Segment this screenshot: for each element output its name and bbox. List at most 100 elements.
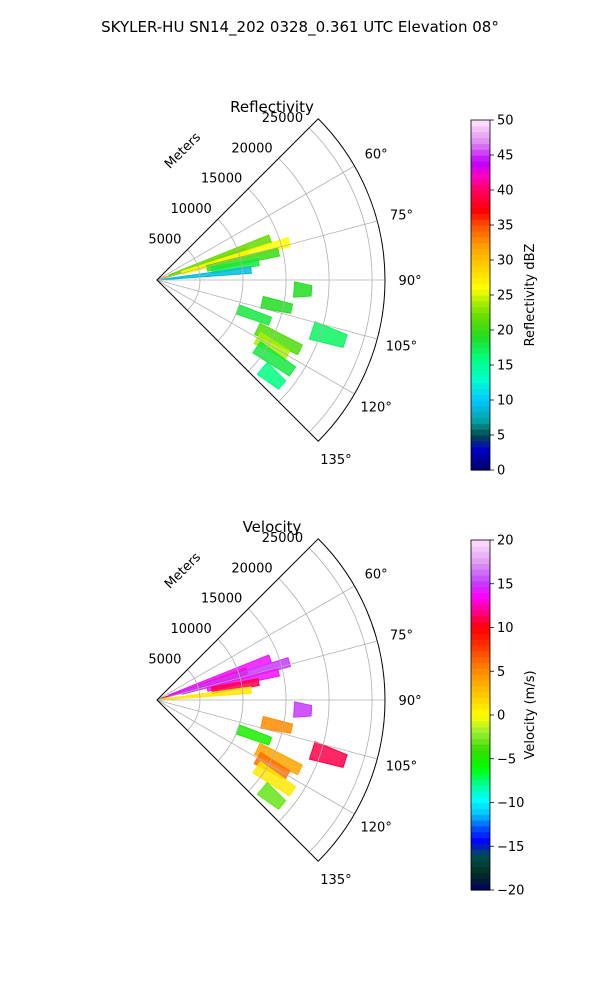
colorbar-swatch	[471, 820, 490, 827]
azimuth-gridline	[156, 279, 378, 340]
colorbar-tick-label: 20	[497, 534, 514, 549]
colorbar-swatch	[471, 866, 490, 874]
colorbar-swatch	[471, 131, 490, 139]
colorbar-swatch	[471, 172, 490, 179]
colorbar-swatch	[471, 125, 490, 133]
colorbar-swatch	[471, 633, 490, 640]
colorbar-tick-label: 5	[497, 429, 505, 444]
range-tick-label: 20000	[231, 561, 272, 576]
colorbar-swatch	[471, 283, 490, 290]
colorbar-swatch	[471, 213, 490, 220]
colorbar-swatch	[471, 790, 490, 798]
range-tick-label: 25000	[262, 111, 303, 126]
echo-region	[293, 281, 313, 298]
azimuth-gridline	[156, 165, 355, 281]
range-tick-label: 15000	[201, 172, 242, 187]
colorbar-swatch	[471, 435, 490, 442]
colorbar-swatch	[471, 551, 490, 559]
colorbar-swatch	[471, 464, 490, 471]
azimuth-gridline	[156, 220, 378, 281]
colorbar-swatch	[471, 855, 490, 862]
echo-region	[308, 321, 348, 349]
colorbar-swatch	[471, 650, 490, 658]
colorbar-swatch	[471, 557, 490, 564]
colorbar-swatch	[471, 271, 490, 279]
colorbar-swatch	[471, 796, 490, 804]
colorbar-swatch	[471, 388, 490, 395]
polar-frame	[156, 538, 386, 862]
colorbar-swatch	[471, 767, 490, 774]
azimuth-tick-label: 60°	[365, 567, 388, 582]
colorbar-swatch	[471, 300, 490, 308]
colorbar-swatch	[471, 703, 490, 710]
echo-region	[253, 322, 303, 356]
colorbar-swatch	[471, 662, 490, 669]
azimuth-tick-label: 135°	[320, 873, 351, 888]
colorbar-swatch	[471, 621, 490, 629]
colorbar-swatch	[471, 831, 490, 839]
colorbar-swatch	[471, 190, 490, 197]
panel-title: Velocity	[243, 518, 302, 536]
colorbar-swatch	[471, 359, 490, 366]
colorbar-swatch	[471, 540, 490, 547]
range-tick-label: 15000	[201, 592, 242, 607]
colorbar-swatch	[471, 335, 490, 343]
colorbar-swatch	[471, 440, 490, 448]
colorbar-swatch	[471, 341, 490, 349]
colorbar-swatch	[471, 814, 490, 821]
colorbar-swatch	[471, 860, 490, 868]
colorbar-swatch	[471, 347, 490, 354]
colorbar-tick-label: 25	[497, 289, 514, 304]
colorbar-swatch	[471, 732, 490, 739]
azimuth-tick-label: 60°	[365, 147, 388, 162]
colorbar-swatch	[471, 411, 490, 419]
colorbar-swatch	[471, 155, 490, 162]
colorbar-swatch	[471, 260, 490, 267]
colorbar-swatch	[471, 306, 490, 314]
colorbar-swatch	[471, 137, 490, 144]
echo-region	[256, 361, 287, 390]
colorbar-swatch	[471, 242, 490, 249]
colorbar-swatch	[471, 248, 490, 255]
colorbar-swatch	[471, 668, 490, 675]
colorbar-swatch	[471, 755, 490, 763]
azimuth-tick-label: 75°	[390, 628, 413, 643]
colorbar-swatch	[471, 394, 490, 401]
colorbar-swatch	[471, 761, 490, 769]
colorbar-swatch	[471, 580, 490, 588]
colorbar-tick-label: −5	[497, 752, 516, 767]
colorbar-swatch	[471, 680, 490, 687]
azimuth-tick-label: 90°	[399, 694, 422, 709]
azimuth-tick-label: 135°	[320, 453, 351, 468]
echo-region	[308, 741, 348, 769]
colorbar-swatch	[471, 400, 490, 407]
colorbar-tick-label: −15	[497, 840, 524, 855]
colorbar-swatch	[471, 715, 490, 722]
echo-region	[260, 715, 294, 734]
colorbar-swatch	[471, 872, 490, 879]
colorbar-swatch	[471, 592, 490, 599]
colorbar-swatch	[471, 429, 490, 436]
figure-suptitle: SKYLER-HU SN14_202 0328_0.361 UTC Elevat…	[101, 18, 499, 37]
echo-region	[210, 258, 260, 274]
colorbar-swatch	[471, 295, 490, 302]
colorbar-swatch	[471, 143, 490, 150]
colorbar-swatch	[471, 808, 490, 815]
colorbar-swatch	[471, 849, 490, 856]
panel-velocity: Velocity 5000 10000 15000 20000 25000 60° 75° 90…	[148, 518, 538, 899]
range-tick-label: 5000	[148, 233, 181, 248]
colorbar-tick-label: 30	[497, 254, 514, 269]
colorbar-tick-label: 45	[497, 149, 514, 164]
colorbar-swatch	[471, 195, 490, 203]
colorbar-swatch	[471, 726, 490, 734]
colorbar-swatch	[471, 149, 490, 156]
colorbar-swatch	[471, 604, 490, 611]
radial-axis-label: Meters	[162, 550, 204, 592]
colorbar-swatch	[471, 575, 490, 582]
azimuth-gridline	[156, 279, 355, 395]
panel-title: Reflectivity	[230, 98, 314, 116]
colorbar-label: Reflectivity dBZ	[523, 244, 538, 347]
colorbar-swatch	[471, 417, 490, 424]
azimuth-gridline	[156, 699, 378, 760]
